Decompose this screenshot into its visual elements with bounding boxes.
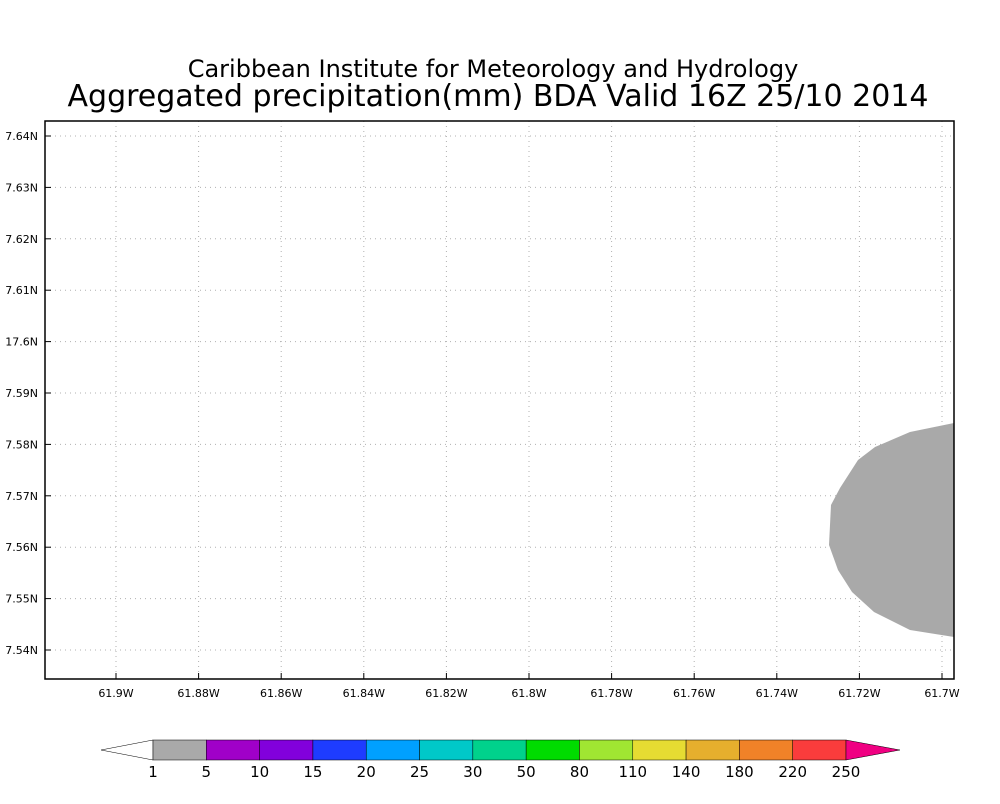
colorbar-box	[739, 739, 793, 761]
colorbar-box	[152, 739, 207, 761]
colorbar: 1 5 10 15 20 25 30 50 80 110 140 180 220 250	[100, 739, 901, 781]
colorbar-box	[685, 739, 740, 761]
colorbar-label: 5	[202, 763, 212, 781]
colorbar-box	[206, 739, 260, 761]
lon-label: 61.74W	[756, 687, 798, 700]
lat-label: 7.63N	[5, 181, 38, 194]
colorbar-label: 220	[778, 763, 807, 781]
lon-label: 61.76W	[673, 687, 715, 700]
colorbar-box	[579, 739, 634, 761]
colorbar-label: 10	[250, 763, 269, 781]
axis-labels: 7.64N 7.63N 7.62N 7.61N 17.6N 7.59N 7.58N 7.57N…	[5, 130, 960, 700]
colorbar-box	[792, 739, 847, 761]
colorbar-label: 50	[517, 763, 536, 781]
lon-label: 61.86W	[260, 687, 302, 700]
title: Caribbean Institute for Meteorology and …	[188, 55, 799, 83]
precip-area	[829, 423, 954, 637]
colorbar-label: 15	[303, 763, 322, 781]
colorbar-box	[259, 739, 314, 761]
colorbar-label: 80	[570, 763, 589, 781]
colorbar-box	[365, 739, 420, 761]
colorbar-label: 25	[410, 763, 429, 781]
lon-label: 61.84W	[343, 687, 385, 700]
colorbar-box	[312, 739, 367, 761]
colorbar-box	[632, 739, 687, 761]
colorbar-label: 30	[463, 763, 482, 781]
colorbar-box	[525, 739, 580, 761]
lat-label: 17.6N	[5, 336, 38, 349]
lat-label: 7.54N	[5, 644, 38, 657]
lat-label: 7.62N	[5, 233, 38, 246]
lon-label: 61.8W	[511, 687, 546, 700]
lon-label: 61.72W	[838, 687, 880, 700]
lon-label: 61.9W	[98, 687, 133, 700]
lat-label: 7.61N	[5, 284, 38, 297]
colorbar-label: 110	[618, 763, 647, 781]
lat-label: 7.59N	[5, 387, 38, 400]
lat-label: 7.58N	[5, 438, 38, 451]
colorbar-label: 250	[832, 763, 861, 781]
lon-label: 61.88W	[177, 687, 219, 700]
subtitle: Aggregated precipitation(mm) BDA Valid 1…	[68, 79, 929, 114]
colorbar-label: 180	[725, 763, 754, 781]
lat-label: 7.55N	[5, 593, 38, 606]
colorbar-label: 1	[148, 763, 158, 781]
colorbar-box	[419, 739, 474, 761]
lon-label: 61.7W	[924, 687, 959, 700]
colorbar-above	[845, 739, 901, 761]
colorbar-box	[472, 739, 527, 761]
map-frame	[44, 120, 955, 680]
colorbar-label: 140	[672, 763, 701, 781]
lon-label: 61.78W	[590, 687, 632, 700]
colorbar-below	[100, 739, 154, 761]
lat-label: 7.57N	[5, 490, 38, 503]
grid	[45, 121, 954, 679]
colorbar-label: 20	[357, 763, 376, 781]
lat-label: 7.56N	[5, 541, 38, 554]
lat-label: 7.64N	[5, 130, 38, 143]
lon-label: 61.82W	[425, 687, 467, 700]
